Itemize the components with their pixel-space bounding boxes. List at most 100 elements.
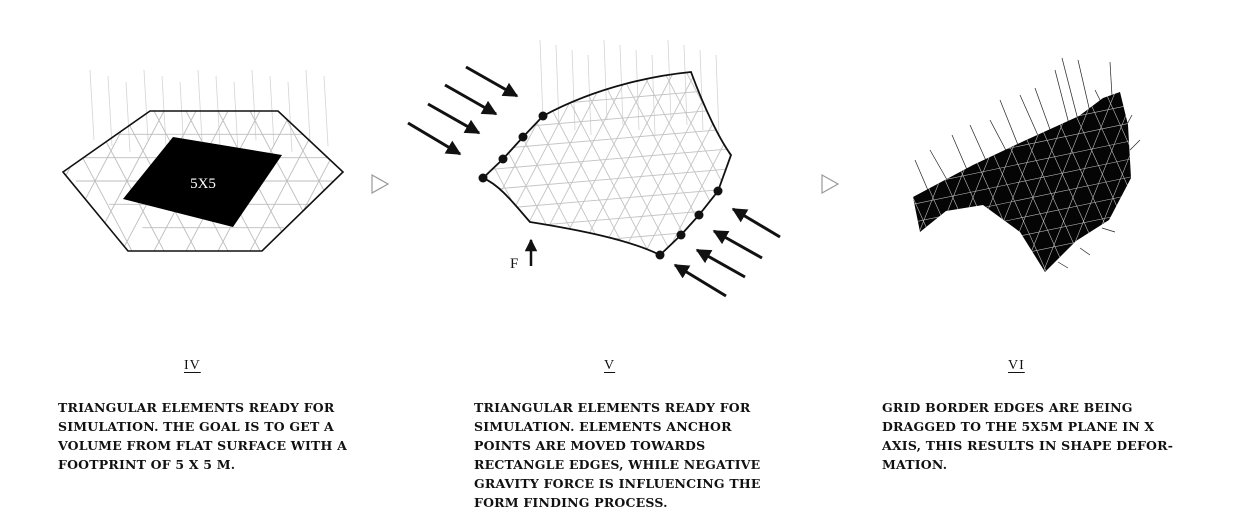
- mesh-line: [483, 127, 731, 153]
- push-arrow: [695, 248, 746, 279]
- description-line: MATION.: [882, 457, 948, 472]
- label-leader: [1101, 227, 1116, 233]
- label-leader: [699, 49, 704, 131]
- label-leader: [1129, 139, 1141, 151]
- mesh-line: [913, 228, 1131, 272]
- grid-line: [0, 111, 4, 251]
- mesh-line: [483, 147, 731, 173]
- label-leader: [233, 81, 239, 153]
- anchor-point: [655, 250, 665, 260]
- push-arrow: [465, 65, 519, 98]
- label-leader: [969, 124, 989, 166]
- step-description: TRIANGULAR ELEMENTS READY FOR SIMULATION…: [58, 398, 347, 474]
- label-leader: [1057, 261, 1069, 269]
- label-leader: [1109, 61, 1113, 97]
- mesh-line: [591, 72, 703, 255]
- triangle-right-outline-icon: [371, 174, 390, 194]
- mesh-line: [913, 156, 1131, 208]
- mesh-line: [483, 72, 571, 255]
- mesh-line: [1119, 92, 1131, 272]
- grid-line: [0, 111, 36, 251]
- mesh-line: [400, 60, 438, 270]
- label-leader: [251, 69, 257, 141]
- mesh-line: [913, 92, 921, 272]
- mesh-line: [913, 92, 951, 272]
- mesh-line: [400, 60, 460, 270]
- label-leader: [125, 81, 131, 153]
- mesh-line: [723, 72, 731, 255]
- mesh-line: [1140, 80, 1230, 280]
- mesh-line: [1099, 92, 1131, 272]
- mesh-line: [483, 72, 505, 255]
- label-leader: [305, 69, 311, 141]
- label-leader: [107, 75, 113, 147]
- flat-grid-drawing: 5X5: [0, 69, 345, 252]
- mesh-line: [1019, 92, 1101, 272]
- label-leader: [683, 44, 688, 126]
- mesh-line: [400, 60, 482, 270]
- mesh-line: [483, 167, 731, 193]
- mesh-line: [400, 60, 438, 270]
- step-description: TRIANGULAR ELEMENTS READY FOR SIMULATION…: [474, 398, 761, 512]
- mesh-line: [840, 80, 900, 280]
- step-numeral: IV: [184, 358, 201, 373]
- mesh-line: [768, 60, 820, 270]
- anchor-point: [538, 111, 548, 121]
- mesh-line: [400, 60, 416, 270]
- anchor-point: [478, 173, 488, 183]
- mesh-line: [400, 60, 416, 270]
- label-leader: [1061, 57, 1079, 121]
- deformed-surface: [913, 92, 1131, 272]
- label-leader: [143, 69, 149, 141]
- description-line: GRAVITY FORCE IS INFLUENCING THE: [474, 476, 761, 491]
- description-line: RECTANGLE EDGES, WHILE NEGATIVE: [474, 457, 761, 472]
- mesh-line: [1079, 92, 1131, 272]
- step-description: GRID BORDER EDGES ARE BEING DRAGGED TO T…: [882, 398, 1173, 474]
- mesh-line: [768, 60, 820, 270]
- footprint-square: [123, 137, 282, 227]
- label-leader: [539, 39, 544, 121]
- mesh-line: [840, 80, 860, 280]
- mesh-line: [840, 80, 870, 280]
- push-arrow: [673, 263, 727, 298]
- anchor-point: [498, 154, 508, 164]
- label-leader: [1034, 87, 1053, 136]
- description-line: SIMULATION. ELEMENTS ANCHOR: [474, 419, 732, 434]
- description-line: TRIANGULAR ELEMENTS READY FOR: [474, 400, 751, 415]
- step-v-panel: F V TRIANGULAR ELEMENTS READY FOR SIMULA…: [400, 0, 820, 521]
- anchor-point: [694, 210, 704, 220]
- label-leader: [635, 49, 640, 131]
- anchor-point: [518, 132, 528, 142]
- push-arrow: [407, 121, 462, 156]
- mesh-line: [400, 60, 482, 270]
- push-arrow: [712, 229, 763, 260]
- mesh-line: [746, 60, 820, 270]
- label-leader: [914, 159, 931, 196]
- description-line: POINTS ARE MOVED TOWARDS: [474, 438, 706, 453]
- label-leader: [951, 134, 969, 173]
- label-leader: [715, 54, 720, 136]
- label-leader: [1079, 247, 1091, 256]
- step-iv-panel: 5X5 IV TRIANGULAR ELEMENTS READY FOR SIM…: [0, 0, 400, 521]
- description-line: SIMULATION. THE GOAL IS TO GET A: [58, 419, 334, 434]
- hexagon-outline: [61, 110, 345, 252]
- mesh-line: [483, 227, 731, 253]
- label-leader: [1054, 69, 1071, 129]
- step-vi-panel: VI GRID BORDER EDGES ARE BEING DRAGGED T…: [840, 0, 1240, 521]
- form-finding-drawing: F: [400, 39, 820, 298]
- membrane-outline: [481, 71, 733, 257]
- mesh-line: [701, 72, 731, 255]
- footprint-label: 5X5: [190, 176, 216, 192]
- mesh-line: [913, 92, 931, 272]
- mesh-line: [1039, 92, 1121, 272]
- mesh-line: [840, 80, 880, 280]
- step-numeral: V: [604, 358, 616, 373]
- description-line: AXIS, THIS RESULTS IN SHAPE DEFOR-: [882, 438, 1174, 453]
- label-leader: [287, 81, 293, 153]
- grid-line: [63, 111, 69, 251]
- mesh-line: [840, 80, 910, 280]
- grid-line: [0, 111, 36, 251]
- deformed-shape-drawing: [840, 57, 1230, 280]
- label-leader: [1077, 59, 1091, 113]
- force-label: F: [510, 256, 518, 272]
